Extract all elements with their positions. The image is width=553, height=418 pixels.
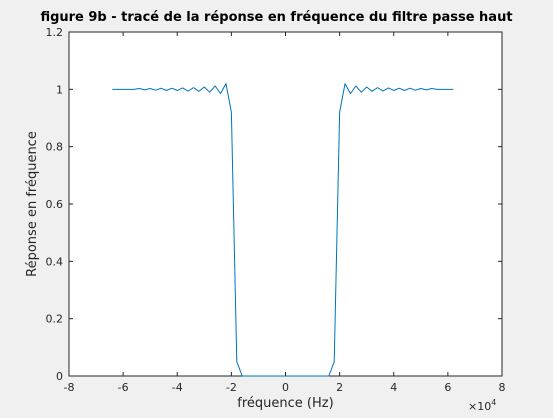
x-tick-label: 4: [390, 381, 397, 394]
y-tick-label: 1: [56, 83, 63, 96]
x-axis-exponent: ×104: [468, 398, 496, 413]
y-tick-label: 0.4: [46, 255, 64, 268]
x-axis: -8 -6 -4 -2 0 2 4 6 8: [64, 32, 506, 394]
x-tick-label: -8: [64, 381, 75, 394]
y-axis: 0 0.2 0.4 0.6 0.8 1 1.2: [46, 26, 502, 383]
x-tick-label: -6: [118, 381, 129, 394]
plot-area: [68, 31, 503, 377]
x-axis-label: fréquence (Hz): [237, 396, 334, 411]
x-exponent-power: 4: [491, 398, 497, 407]
series-line: [112, 83, 454, 377]
x-exponent-base: ×10: [468, 400, 492, 413]
x-tick-label: 2: [336, 381, 343, 394]
chart-title: figure 9b - tracé de la réponse en fréqu…: [40, 10, 513, 25]
x-tick-label: 0: [282, 381, 289, 394]
y-tick-label: 1.2: [46, 26, 64, 39]
y-tick-label: 0.2: [46, 313, 64, 326]
y-tick-label: 0.8: [46, 141, 64, 154]
x-tick-label: -2: [226, 381, 237, 394]
series-layer: [112, 83, 454, 377]
x-tick-label: 6: [444, 381, 451, 394]
y-axis-label: Réponse en fréquence: [25, 131, 40, 277]
x-tick-label: -4: [172, 381, 183, 394]
y-tick-label: 0.6: [46, 198, 64, 211]
x-tick-label: 8: [499, 381, 506, 394]
y-tick-label: 0: [56, 370, 63, 383]
